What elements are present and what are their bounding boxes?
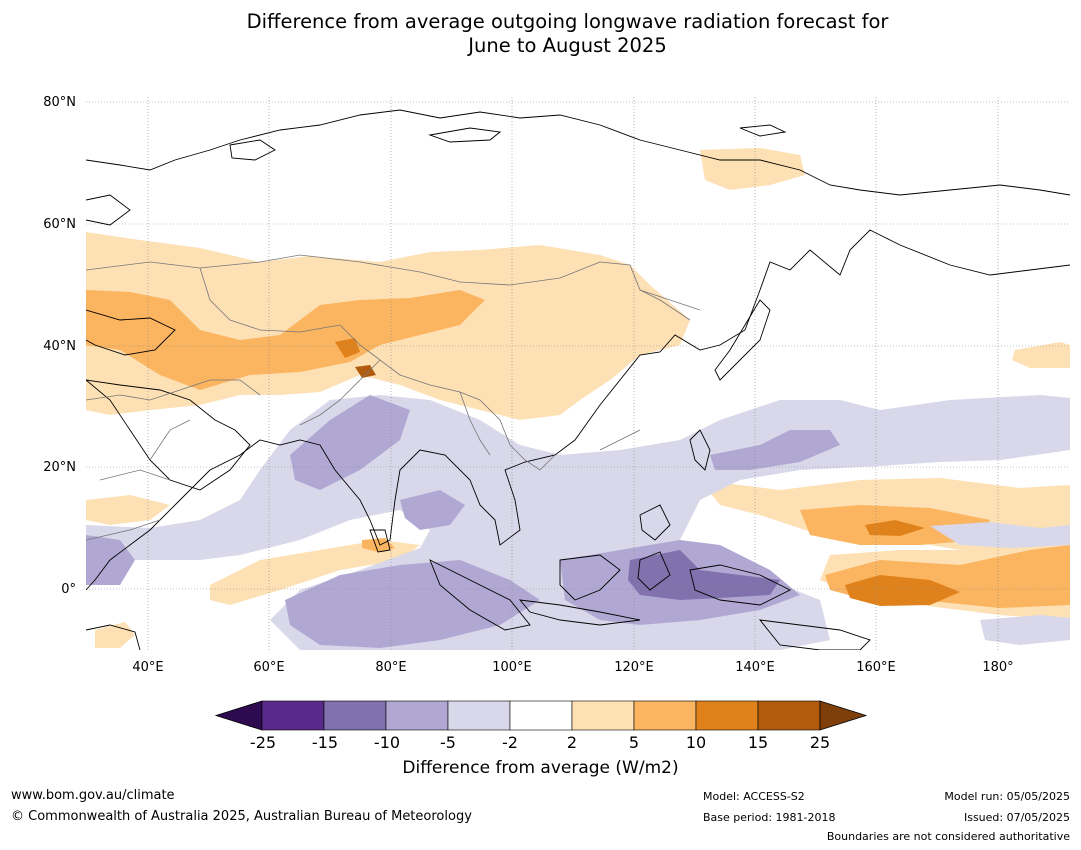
base-period: Base period: 1981-2018 — [703, 811, 836, 824]
graticule — [86, 97, 1070, 650]
lon-label-180: 180° — [982, 660, 1014, 675]
moderate-negative-philippines-sea — [710, 430, 840, 470]
copyright-text: © Commonwealth of Australia 2025, Austra… — [11, 809, 472, 824]
strong-positive-pacific-north — [865, 520, 925, 536]
colorbar-segment — [695, 700, 759, 731]
moderate-positive-central-asia — [86, 290, 485, 390]
colorbar-tick: -5 — [440, 733, 456, 752]
lon-label-60e: 60°E — [253, 660, 285, 675]
issued-date: Issued: 07/05/2025 — [963, 811, 1070, 824]
lat-label-60n: 60°N — [43, 217, 76, 232]
colorbar-tick: -25 — [249, 733, 277, 752]
very-strong-positive-himalaya — [355, 365, 376, 378]
map-plot — [86, 97, 1070, 650]
lon-label-100e: 100°E — [492, 660, 532, 675]
lat-label-80n: 80°N — [43, 95, 76, 110]
lat-label-40n: 40°N — [43, 339, 76, 354]
colorbar-tick: -15 — [311, 733, 339, 752]
positive-anomaly-siberia — [700, 148, 805, 190]
colorbar-label: Difference from average (W/m2) — [402, 758, 679, 778]
colorbar-segment — [447, 700, 511, 731]
colorbar-tick: 5 — [628, 733, 640, 752]
colorbar-segment — [509, 700, 573, 731]
title-line-2: June to August 2025 — [468, 34, 667, 57]
lon-label-160e: 160°E — [856, 660, 896, 675]
colorbar-under-arrow — [214, 700, 263, 731]
country-borders — [86, 254, 701, 541]
boundaries-disclaimer: Boundaries are not considered authoritat… — [826, 830, 1070, 843]
colorbar-segment — [323, 700, 387, 731]
map-title: Difference from average outgoing longwav… — [0, 10, 1081, 58]
lon-label-140e: 140°E — [735, 660, 775, 675]
colorbar-segment — [571, 700, 635, 731]
lat-label-20n: 20°N — [43, 460, 76, 475]
model-run-date: Model run: 05/05/2025 — [944, 790, 1070, 803]
positive-anomaly-africa — [95, 622, 135, 648]
strong-negative-maritime — [628, 550, 780, 600]
colorbar-tick: 15 — [747, 733, 769, 752]
title-line-1: Difference from average outgoing longwav… — [246, 10, 889, 33]
strong-positive-tibet — [335, 338, 360, 358]
coastlines — [86, 109, 1070, 650]
moderate-negative-bay — [400, 490, 465, 530]
colorbar-segment — [757, 700, 821, 731]
website-link[interactable]: www.bom.gov.au/climate — [11, 788, 175, 803]
negative-anomaly-pacific-band — [930, 522, 1070, 548]
positive-anomaly-arabia — [86, 495, 170, 525]
lon-label-80e: 80°E — [375, 660, 407, 675]
colorbar-tick: 10 — [685, 733, 707, 752]
moderate-negative-india — [290, 395, 410, 490]
lon-label-120e: 120°E — [614, 660, 654, 675]
colorbar-tick: 25 — [809, 733, 831, 752]
colorbar-over-arrow — [819, 700, 868, 731]
colorbar-tick: -2 — [502, 733, 518, 752]
colorbar-segment — [261, 700, 325, 731]
colorbar-tick: 2 — [566, 733, 578, 752]
positive-anomaly-north-pacific — [1012, 342, 1070, 368]
strong-positive-pacific — [845, 575, 960, 606]
lat-label-equator: 0° — [61, 582, 76, 597]
positive-anomaly-indian-ocean — [210, 540, 420, 605]
moderate-negative-south-indian — [285, 560, 540, 648]
colorbar-segment — [633, 700, 697, 731]
negative-anomaly-pacific-small — [980, 615, 1070, 645]
colorbar-segment — [385, 700, 449, 731]
model-name: Model: ACCESS-S2 — [703, 790, 805, 803]
anomaly-fields — [86, 148, 1070, 650]
colorbar-tick: -10 — [373, 733, 401, 752]
lon-label-40e: 40°E — [132, 660, 164, 675]
